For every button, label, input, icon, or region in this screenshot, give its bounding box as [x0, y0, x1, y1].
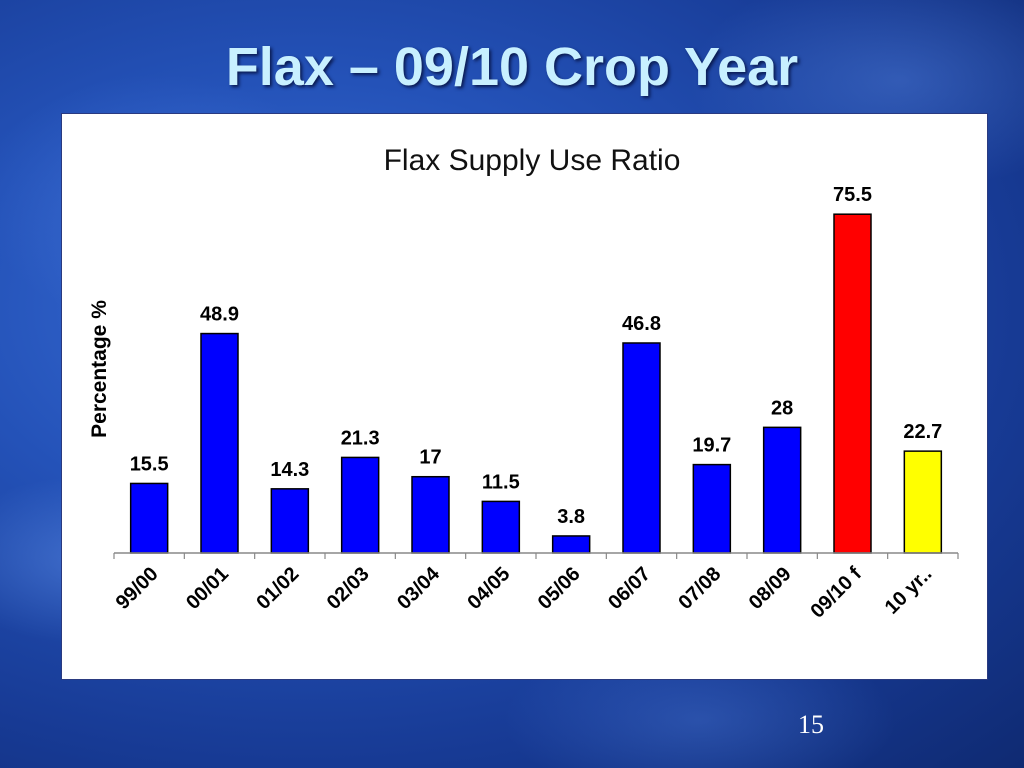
category-label: 05/06 — [534, 563, 585, 614]
category-label: 06/07 — [604, 563, 655, 614]
category-label: 08/09 — [745, 563, 796, 614]
bar-9 — [692, 463, 732, 554]
bar-value-label: 14.3 — [270, 459, 309, 481]
slide-title: Flax – 09/10 Crop Year — [225, 37, 799, 97]
bar-value-label: 3.8 — [557, 506, 585, 528]
category-label: 09/10 f — [806, 563, 866, 623]
bar-value-label: 11.5 — [482, 471, 520, 493]
chart-title: Flax Supply Use Ratio — [384, 144, 681, 177]
bar-value-label: 46.8 — [622, 313, 661, 335]
bar-3 — [270, 488, 310, 554]
bar-value-label: 17 — [419, 447, 441, 469]
category-label: 03/04 — [393, 562, 445, 614]
slide-number: 15 — [798, 710, 824, 739]
y-axis-label: Percentage % — [88, 300, 111, 438]
bar-7 — [551, 535, 591, 554]
bar-value-label: 28 — [771, 397, 793, 419]
category-label: 02/03 — [323, 563, 374, 614]
category-label: 07/08 — [674, 563, 725, 614]
bar-chart: Flax Supply Use Ratio Percentage % 15.5 4… — [88, 144, 959, 623]
bar-value-label: 22.7 — [903, 421, 942, 443]
bar-8 — [622, 342, 661, 554]
bar-10 — [762, 426, 802, 554]
bar-12 — [903, 450, 943, 554]
bars-group — [129, 213, 943, 554]
bar-2 — [200, 332, 239, 554]
bar-6 — [481, 500, 521, 554]
bar-value-label: 15.5 — [130, 453, 169, 475]
chart-panel: Flax Supply Use Ratio Percentage % 15.5 4… — [61, 113, 988, 680]
category-label: 01/02 — [252, 563, 303, 614]
category-label: 00/01 — [182, 563, 233, 614]
x-ticks-group — [113, 553, 959, 559]
bar-4 — [340, 456, 380, 554]
value-labels-group: 15.5 48.9 14.3 21.3 17 11.5 3.8 46.8 19.7 28 75.5 2… — [130, 184, 943, 528]
bar-value-label: 75.5 — [833, 184, 872, 206]
category-label: 10 yr.. — [881, 563, 937, 619]
category-label: 99/00 — [112, 563, 163, 614]
bar-1 — [129, 482, 169, 554]
category-labels-group: 99/00 00/01 01/02 02/03 03/04 04/05 05/06 06/07… — [112, 562, 937, 622]
bar-value-label: 21.3 — [341, 427, 380, 449]
category-label: 04/05 — [463, 563, 514, 614]
bar-value-label: 19.7 — [692, 435, 731, 457]
bar-5 — [411, 475, 450, 554]
bar-11 — [833, 213, 872, 554]
bar-value-label: 48.9 — [200, 304, 239, 326]
